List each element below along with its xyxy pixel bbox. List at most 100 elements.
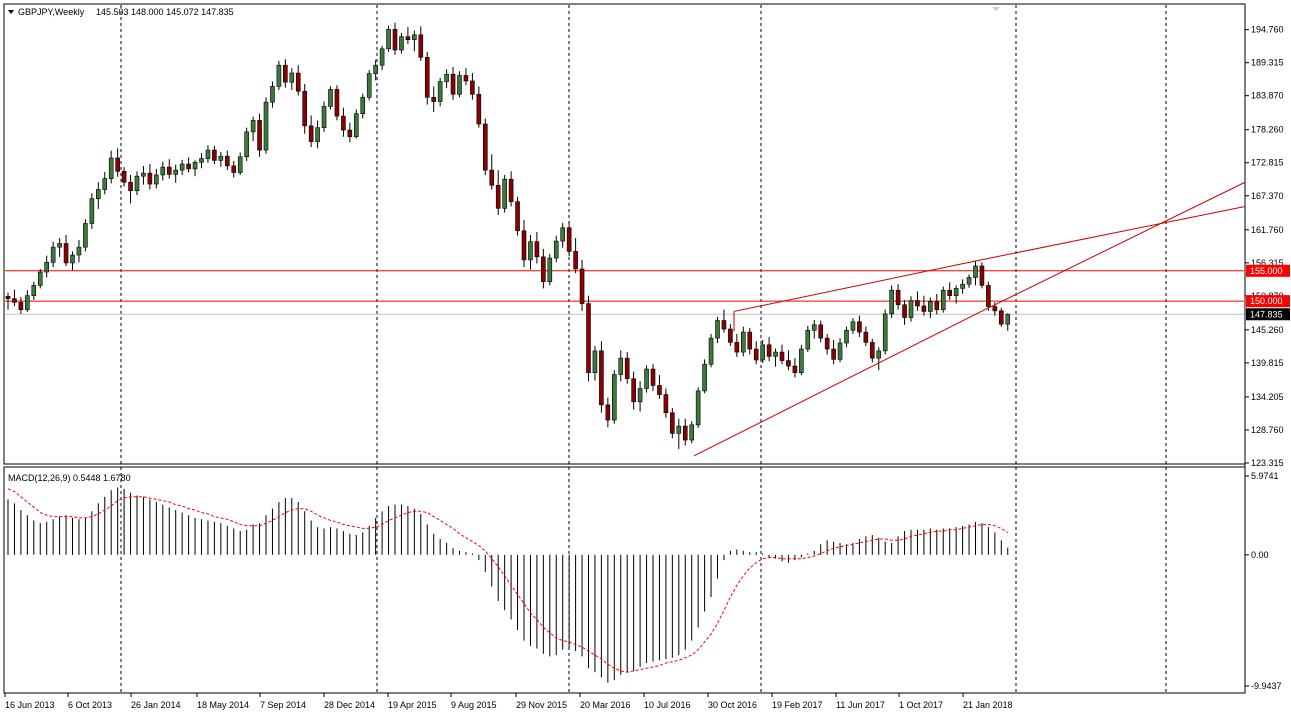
time-axis: 16 Jun 2013 6 Oct 2013 26 Jan 2014 18 May 2… [4, 693, 1013, 710]
bull-candle [689, 424, 695, 441]
bull-candle [876, 350, 882, 359]
bull-candle [928, 301, 933, 312]
bear-candle [766, 344, 772, 357]
bull-candle [773, 351, 778, 357]
bear-candle [670, 412, 675, 434]
bear-candle [534, 241, 540, 258]
bear-candle [586, 303, 591, 374]
bear-candle [231, 165, 237, 173]
bear-candle [283, 64, 288, 83]
bear-candle [508, 178, 514, 202]
bear-candle [405, 36, 411, 40]
bear-candle [792, 365, 798, 374]
bull-candle [96, 189, 101, 199]
macd-series [7, 487, 1009, 683]
time-tick-label: 30 Oct 2016 [708, 700, 757, 710]
trendline-upper-extension[interactable] [971, 206, 1246, 263]
bear-candle [721, 320, 727, 330]
time-tick-label: 28 Dec 2014 [324, 700, 375, 710]
bear-candle [753, 348, 759, 361]
bear-candle [225, 155, 230, 167]
bear-candle [424, 56, 430, 98]
bull-candle [134, 175, 140, 192]
bear-candle [831, 348, 836, 360]
trendlines[interactable] [693, 181, 1246, 457]
bull-candle [366, 73, 372, 98]
bear-candle [682, 425, 688, 441]
bull-candle [353, 113, 359, 138]
bear-candle [992, 306, 998, 312]
bull-candle [328, 89, 333, 107]
ohlc-readout: 145.503 148.000 145.072 147.835 [96, 7, 234, 17]
scroll-indicator-icon[interactable] [992, 7, 1000, 11]
bear-candle [599, 350, 604, 406]
bear-candle [979, 265, 985, 286]
macd-tick-label: -9.9437 [1251, 681, 1282, 691]
bear-candle [934, 301, 940, 310]
bear-candle [657, 385, 662, 395]
trendline-lower[interactable] [693, 311, 981, 457]
bull-candle [960, 283, 965, 289]
bull-candle [386, 29, 391, 50]
bear-candle [624, 357, 630, 380]
bear-candle [495, 184, 501, 209]
bull-candle [31, 285, 37, 296]
macd-tick-label: 0.00 [1251, 550, 1269, 560]
bear-candle [998, 310, 1004, 325]
bull-candle [611, 374, 617, 421]
time-tick-label: 18 May 2014 [197, 700, 249, 710]
bull-candle [270, 86, 275, 103]
bull-candle [57, 243, 62, 248]
bear-candle [463, 75, 469, 82]
level-price-tag [1246, 264, 1290, 277]
bear-candle [869, 342, 875, 359]
bear-candle [786, 360, 791, 367]
bull-candle [437, 81, 443, 102]
bull-candle [179, 163, 185, 171]
bull-candle [644, 368, 649, 389]
price-tick-label: 183.870 [1251, 91, 1284, 101]
bear-candle [631, 378, 636, 403]
bull-candle [315, 127, 320, 142]
level-price-tag-label: 155.000 [1250, 266, 1283, 276]
bull-candle [676, 425, 682, 434]
macd-tick-label: 5.9741 [1251, 471, 1279, 481]
bull-candle [37, 271, 43, 286]
bull-candle [805, 329, 811, 350]
bull-candle [715, 320, 720, 339]
triangle-down-icon[interactable] [8, 10, 14, 14]
bull-candle [373, 64, 378, 74]
candlestick-series [5, 22, 1011, 450]
bear-candle [308, 125, 314, 142]
bull-candle [457, 75, 462, 95]
bull-candle [444, 73, 449, 82]
bear-candle [915, 300, 920, 307]
price-tick-label: 128.760 [1251, 425, 1284, 435]
bear-candle [12, 298, 17, 303]
bear-candle [302, 90, 308, 127]
horizontal-levels [5, 270, 1244, 315]
bull-candle [837, 342, 843, 360]
trendline-lower-extension[interactable] [979, 181, 1246, 313]
bear-candle [986, 285, 991, 307]
bull-candle [108, 157, 114, 179]
bear-candle [857, 321, 862, 333]
bear-candle [921, 305, 927, 312]
bear-candle [147, 172, 153, 185]
bear-candle [18, 302, 24, 310]
time-tick-label: 6 Oct 2013 [68, 700, 112, 710]
trendline-upper[interactable] [733, 261, 973, 312]
bull-candle [760, 344, 765, 361]
macd-title: MACD(12,26,9) 0.5448 1.6780 [8, 473, 131, 483]
last-price-tag [1246, 308, 1290, 321]
price-tick-label: 172.815 [1251, 158, 1284, 168]
bull-candle [618, 357, 624, 375]
bull-candle [592, 350, 598, 374]
bear-candle [341, 115, 346, 131]
bear-candle [334, 89, 340, 117]
bear-candle [257, 120, 262, 151]
bull-candle [973, 265, 978, 278]
bear-candle [63, 243, 69, 264]
